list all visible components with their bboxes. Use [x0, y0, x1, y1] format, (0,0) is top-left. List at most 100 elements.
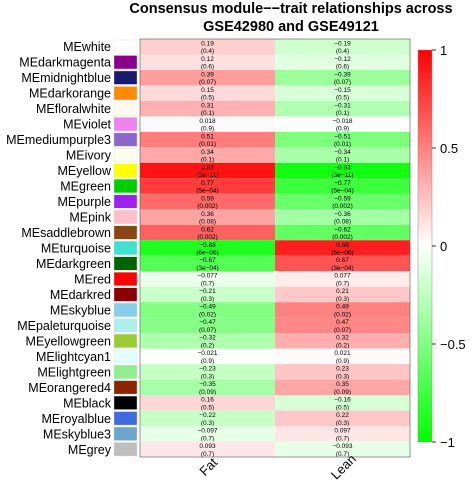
cell-pvalue-label: (0.01) [199, 141, 216, 148]
heatmap-cell [140, 302, 275, 318]
cell-correlation-label: −0.097 [197, 428, 217, 435]
module-color-swatch [113, 210, 138, 224]
cell-correlation-label: −0.32 [199, 335, 216, 342]
module-color-swatch [113, 302, 138, 317]
row-label: MEdarkred [50, 288, 111, 302]
module-color-swatch [113, 55, 138, 70]
color-scale-tick-label: 0 [440, 239, 447, 254]
cell-pvalue-label: (5e−04) [196, 188, 219, 195]
heatmap-cell [275, 333, 410, 349]
cell-correlation-label: 0.49 [336, 304, 349, 311]
module-color-swatch [113, 426, 138, 441]
cell-pvalue-label: (0.02) [199, 311, 216, 318]
module-color-swatch [113, 241, 138, 255]
cell-correlation-label: 0.36 [201, 211, 214, 218]
heatmap-cell [275, 410, 410, 427]
cell-pvalue-label: (6e−06) [196, 250, 219, 257]
cell-pvalue-label: (0.3) [201, 373, 214, 380]
heatmap-cell [140, 162, 275, 179]
cell-correlation-label: −0.16 [334, 397, 351, 404]
row-label: MEskyblue3 [43, 427, 111, 441]
cell-pvalue-label: (0.7) [201, 435, 214, 442]
chart-title-line-2: GSE42980 and GSE49121 [203, 19, 379, 35]
cell-pvalue-label: (0.9) [336, 358, 349, 365]
cell-correlation-label: −0.077 [197, 273, 217, 280]
cell-correlation-label: −0.49 [199, 304, 216, 311]
heatmap-cell [140, 224, 275, 241]
row-label: MElightgreen [37, 365, 111, 379]
heatmap-cell [140, 333, 275, 349]
cell-pvalue-label: (3e−04) [331, 265, 354, 272]
heatmap-cell [275, 100, 410, 117]
cell-correlation-label: 0.67 [336, 257, 349, 264]
heatmap-cell [275, 271, 410, 287]
heatmap-cell [140, 85, 275, 101]
row-label: MEivory [66, 149, 112, 163]
heatmap-cell [275, 131, 410, 148]
row-label: MEyellowgreen [26, 334, 112, 348]
cell-pvalue-label: (0.3) [336, 373, 349, 380]
heatmap-cell [140, 69, 275, 86]
cell-correlation-label: −0.36 [334, 211, 351, 218]
cell-correlation-label: −0.39 [334, 71, 351, 78]
cell-correlation-label: 0.077 [334, 273, 351, 280]
cell-correlation-label: −0.51 [334, 133, 351, 140]
cell-correlation-label: −0.59 [334, 195, 351, 202]
heatmap-cell [275, 240, 410, 256]
chart-title-line-1: Consensus module−−trait relationships ac… [129, 1, 453, 17]
cell-pvalue-label: (3e−11) [196, 172, 218, 179]
heatmap-cell [140, 410, 275, 427]
color-scale-tick-label: −1 [440, 435, 455, 450]
cell-correlation-label: 0.47 [336, 319, 349, 326]
cell-pvalue-label: (0.3) [201, 420, 214, 427]
cell-correlation-label: 0.62 [201, 226, 214, 233]
cell-correlation-label: 0.12 [201, 56, 214, 63]
row-label: MEviolet [63, 118, 111, 132]
module-color-swatch [113, 225, 138, 240]
cell-pvalue-label: (0.9) [201, 358, 214, 365]
cell-correlation-label: 0.018 [199, 118, 216, 125]
cell-correlation-label: −0.31 [334, 102, 351, 109]
cell-pvalue-label: (0.1) [201, 110, 214, 117]
row-label: MEblack [63, 396, 112, 410]
cell-pvalue-label: (0.02) [334, 311, 351, 318]
heatmap-cell [275, 224, 410, 241]
row-label: MEred [74, 272, 111, 286]
module-color-swatch [113, 272, 138, 286]
color-scale-tick-label: 1 [440, 43, 447, 58]
heatmap-cell [140, 178, 275, 194]
heatmap-cell [140, 193, 275, 210]
cell-correlation-label: 0.093 [199, 443, 216, 450]
heatmap-cell [140, 348, 275, 365]
cell-pvalue-label: (0.5) [336, 95, 349, 102]
cell-pvalue-label: (0.9) [201, 126, 214, 133]
module-color-swatch [113, 442, 138, 457]
heatmap-cell [140, 240, 275, 256]
heatmap-cell [275, 426, 410, 442]
module-color-swatch [113, 163, 138, 178]
row-label: MEskyblue [50, 303, 111, 317]
cell-pvalue-label: (0.3) [336, 420, 349, 427]
row-label: MEorangered4 [28, 381, 111, 395]
heatmap-cell [275, 395, 410, 411]
row-label: MEgrey [68, 443, 112, 457]
cell-correlation-label: 0.77 [201, 180, 214, 187]
plot-border [139, 38, 411, 458]
cell-pvalue-label: (0.7) [336, 451, 349, 458]
cell-correlation-label: 0.15 [201, 87, 214, 94]
heatmap-cell [275, 69, 410, 86]
cell-correlation-label: −0.67 [199, 257, 216, 264]
heatmap-cell [140, 54, 275, 70]
cell-pvalue-label: (0.4) [336, 48, 349, 55]
chart-title: Consensus module−−trait relationships ac… [108, 0, 474, 36]
heatmap-cell [140, 271, 275, 287]
cell-correlation-label: 0.22 [336, 412, 349, 419]
cell-pvalue-label: (0.07) [199, 327, 216, 334]
cell-pvalue-label: (0.6) [201, 64, 214, 71]
module-color-swatch [113, 194, 138, 209]
heatmap-cell [140, 39, 275, 55]
heatmap-cell [275, 317, 410, 334]
color-scale-tick-label: −0.5 [440, 337, 466, 352]
row-label: MEpaleturquoise [17, 319, 111, 333]
cell-pvalue-label: (0.1) [201, 157, 214, 164]
